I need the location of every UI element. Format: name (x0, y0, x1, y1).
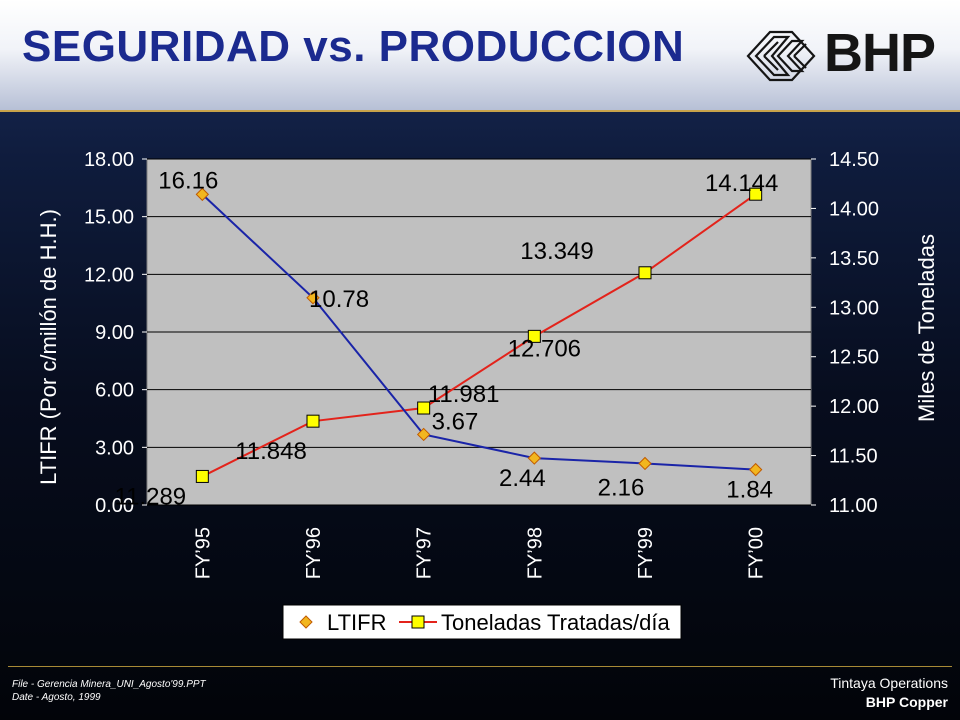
ltifr-data-label: 10.78 (309, 286, 369, 313)
footer-org: Tintaya Operations BHP Copper (830, 674, 948, 712)
ltifr-data-label: 2.44 (499, 465, 546, 492)
x-tick-label: FY’97 (414, 527, 436, 579)
x-tick-label: FY’00 (746, 527, 768, 579)
right-axis-label: Miles de Toneladas (914, 234, 939, 422)
right-tick-label: 11.50 (829, 446, 878, 468)
x-axis-ticks: FY’95 FY’96 FY’97 FY’98 FY’99 FY’00 (192, 527, 767, 579)
legend-toneladas-marker (411, 615, 425, 629)
left-axis-ticks: 0.00 3.00 6.00 9.00 12.00 15.00 18.00 (84, 149, 147, 517)
legend: LTIFR Toneladas Tratadas/día (282, 604, 682, 640)
header-banner: SEGURIDAD vs. PRODUCCION BHP (0, 0, 960, 112)
toneladas-line (201, 193, 757, 478)
toneladas-data-label: 11.848 (235, 438, 307, 465)
toneladas-data-label: 12.706 (508, 335, 581, 362)
toneladas-point (638, 266, 652, 280)
right-tick-label: 14.50 (829, 149, 879, 171)
left-tick-label: 15.00 (84, 207, 134, 229)
footer-file-info: File - Gerencia Minera_UNI_Agosto'99.PPT… (12, 678, 206, 704)
ltifr-data-label: 16.16 (158, 167, 218, 194)
gridlines (147, 158, 811, 506)
page-title: SEGURIDAD vs. PRODUCCION (22, 22, 685, 71)
left-tick-label: 12.00 (84, 264, 134, 286)
left-tick-label: 18.00 (84, 149, 134, 171)
ltifr-line (201, 193, 756, 471)
left-tick-label: 9.00 (95, 322, 134, 344)
ltifr-point (306, 291, 320, 305)
right-tick-label: 13.50 (829, 248, 879, 270)
series-layer: 16.16 10.78 3.67 2.44 2.16 1.84 11.289 11.848 11… (115, 167, 779, 510)
ltifr-point (748, 462, 763, 477)
right-axis-ticks: 11.00 11.50 12.00 12.50 13.00 13.50 14.00 14.50 (811, 149, 879, 517)
toneladas-data-label: 11.981 (428, 381, 500, 408)
toneladas-data-label: 11.289 (115, 483, 187, 510)
legend-ltifr-label: LTIFR (327, 610, 386, 635)
ltifr-point (416, 427, 431, 442)
legend-box (282, 604, 682, 640)
toneladas-point (306, 414, 320, 428)
ltifr-data-label: 2.16 (598, 474, 645, 501)
legend-toneladas-label: Toneladas Tratadas/día (441, 610, 670, 635)
x-tick-label: FY’99 (635, 527, 657, 579)
left-axis-label: LTIFR (Por c/millón de H.H.) (36, 209, 61, 485)
ltifr-data-label: 3.67 (432, 408, 479, 435)
x-tick-label: FY’98 (524, 527, 546, 579)
right-tick-label: 13.00 (829, 297, 879, 319)
ltifr-point (638, 456, 652, 471)
footer-org-line1: Tintaya Operations (830, 675, 948, 691)
footer-date-line: Date - Agosto, 1999 (12, 692, 101, 703)
x-tick-label: FY’95 (192, 527, 214, 579)
footer-divider (8, 666, 952, 667)
right-tick-label: 12.50 (829, 347, 879, 369)
right-tick-label: 12.00 (829, 396, 879, 418)
toneladas-point (417, 401, 431, 415)
footer-org-line2: BHP Copper (865, 694, 948, 710)
x-tick-label: FY’96 (303, 527, 325, 579)
toneladas-data-label: 14.144 (705, 170, 778, 197)
left-tick-label: 3.00 (95, 437, 134, 459)
bhp-logo: BHP (744, 23, 936, 83)
right-tick-label: 11.00 (829, 495, 878, 517)
right-tick-label: 14.00 (829, 198, 879, 220)
left-tick-label: 0.00 (95, 495, 134, 517)
left-tick-label: 6.00 (95, 380, 134, 402)
toneladas-point (195, 469, 209, 483)
bhp-logo-mark-icon (746, 30, 816, 82)
toneladas-point (749, 187, 763, 201)
legend-ltifr-marker (299, 615, 313, 629)
ltifr-point (527, 451, 542, 465)
footer-file-line: File - Gerencia Minera_UNI_Agosto'99.PPT (12, 679, 206, 690)
bhp-logo-text: BHP (824, 23, 936, 83)
toneladas-point (527, 329, 541, 343)
toneladas-data-label: 13.349 (520, 238, 593, 265)
ltifr-point (195, 187, 210, 202)
ltifr-data-label: 1.84 (726, 477, 773, 504)
